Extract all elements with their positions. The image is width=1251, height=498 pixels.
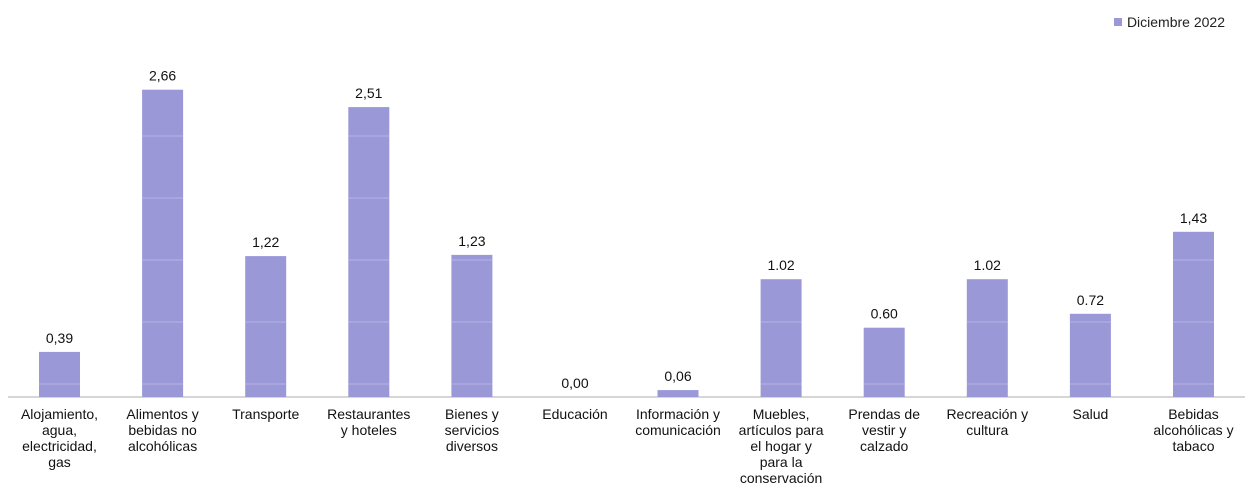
data-label: 0,39 (46, 330, 73, 346)
legend-label: Diciembre 2022 (1126, 14, 1225, 30)
data-label: 2,51 (355, 85, 382, 101)
category-label: Restaurantes y hoteles (313, 406, 425, 438)
bar (142, 89, 184, 397)
category-label: Prendas de vestir y calzado (828, 406, 940, 454)
legend-swatch (1113, 18, 1122, 26)
data-label: 0.60 (871, 306, 898, 322)
bar (1173, 231, 1214, 397)
category-label-line: Información y (635, 406, 721, 422)
category-label-line: diversos (445, 438, 498, 454)
category-label-line: agua, (41, 422, 78, 438)
legend: Diciembre 2022 (1113, 14, 1225, 30)
category-label-line: cultura (966, 422, 1009, 438)
category-label-line: el hogar y (750, 438, 812, 454)
bar (245, 256, 287, 397)
category-label: Recreación y cultura (931, 406, 1043, 438)
category-label: Bebidas alcohólicas y tabaco (1138, 406, 1250, 454)
category-label-line: Restaurantes (327, 406, 411, 422)
data-label: 2,66 (149, 68, 176, 84)
category-label-line: alcohólicas y (1153, 422, 1234, 438)
category-label: Información y comunicación (622, 406, 734, 438)
category-label-line: Alimentos y (126, 406, 199, 422)
bar (760, 279, 802, 397)
bar (657, 390, 699, 397)
data-label: 1,23 (458, 233, 485, 249)
bar (863, 327, 905, 397)
category-label-line: Educación (542, 406, 608, 422)
category-label: Alimentos y bebidas no alcohólicas (107, 406, 219, 454)
category-label-line: calzado (860, 438, 909, 454)
category-label: Transporte (210, 406, 322, 422)
category-label-line: Salud (1072, 406, 1109, 422)
category-label-line: tabaco (1172, 438, 1215, 454)
category-label-line: y hoteles (340, 422, 397, 438)
data-label: 1,43 (1180, 210, 1207, 226)
category-label: Salud (1034, 406, 1146, 422)
data-label: 1.02 (974, 257, 1001, 273)
category-label-line: Muebles, (752, 406, 810, 422)
category-label-line: electricidad, (22, 438, 97, 454)
category-label-line: artículos para (738, 422, 824, 438)
category-label-line: Transporte (232, 406, 300, 422)
data-label: 0,06 (664, 368, 691, 384)
category-label-line: alcohólicas (127, 438, 198, 454)
category-label-line: Bienes y (445, 406, 499, 422)
category-label-line: servicios (444, 422, 500, 438)
category-label-line: Alojamiento, (20, 406, 99, 422)
category-label-line: Bebidas (1168, 406, 1219, 422)
category-label-line: Recreación y (946, 406, 1029, 422)
data-label: 0.72 (1077, 292, 1104, 308)
data-label: 1,22 (252, 234, 279, 250)
category-label: Bienes y servicios diversos (416, 406, 528, 454)
category-label-line: bebidas no (128, 422, 197, 438)
bar (1069, 313, 1111, 397)
bar (39, 351, 80, 397)
category-label-line: gas (48, 454, 71, 470)
bar (348, 107, 390, 397)
category-label-line: vestir y (862, 422, 907, 438)
category-label-line: para la (759, 454, 803, 470)
category-label-line: comunicación (635, 422, 721, 438)
category-label: Alojamiento, agua, electricidad, gas (4, 406, 116, 470)
data-label: 0,00 (561, 375, 588, 391)
data-label: 1.02 (767, 257, 794, 273)
category-label-line: conservación (739, 470, 823, 486)
bar (451, 254, 493, 397)
category-label-line: Prendas de (848, 406, 920, 422)
category-label: Muebles, artículos para el hogar y para la c… (725, 406, 837, 486)
bar (966, 279, 1008, 397)
category-label: Educación (519, 406, 631, 422)
